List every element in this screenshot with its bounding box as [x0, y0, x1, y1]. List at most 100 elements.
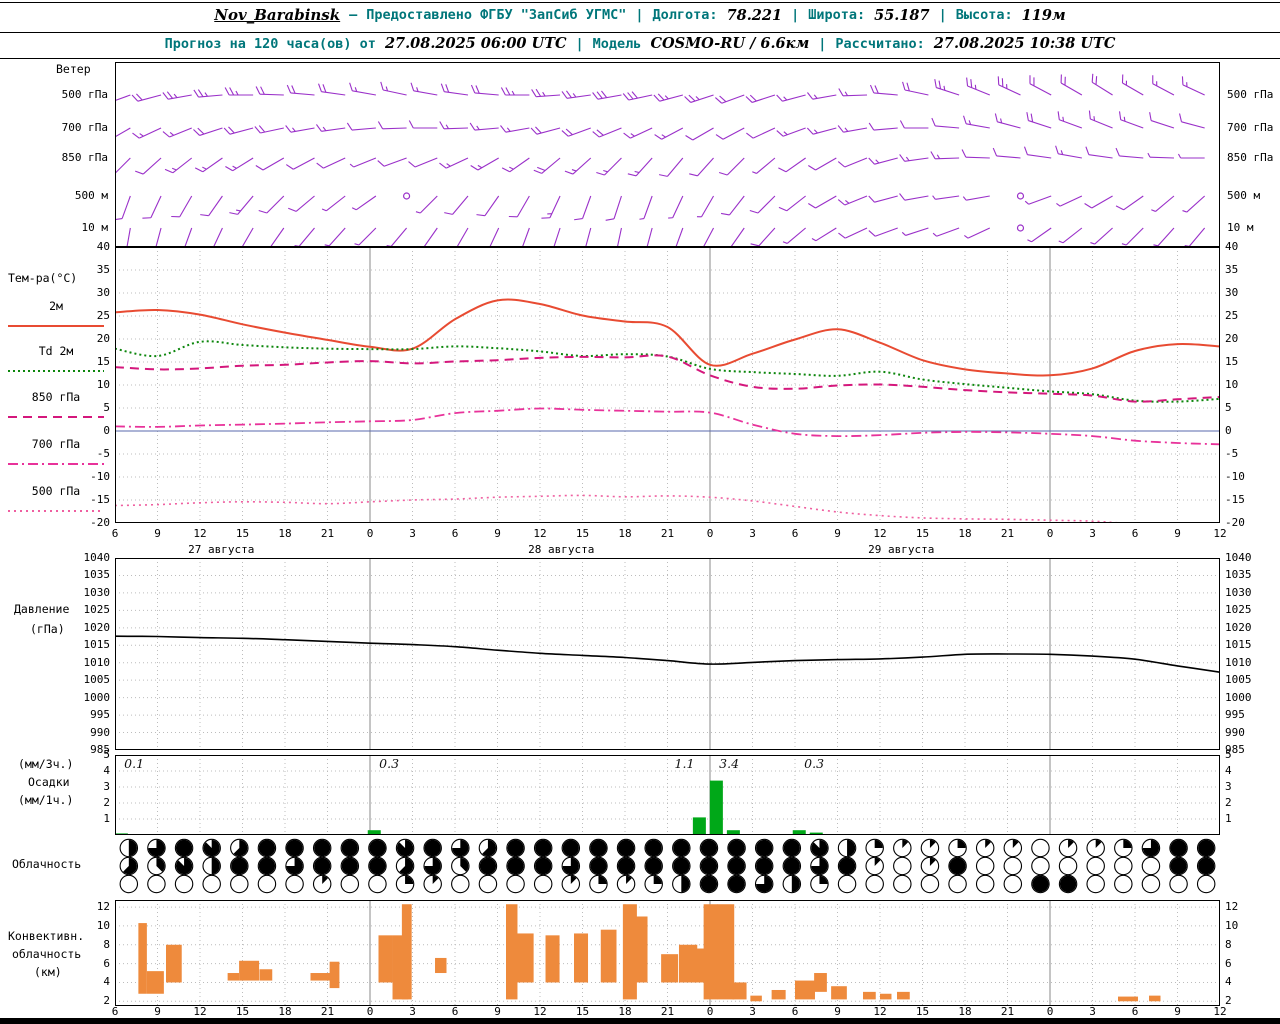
legend-label: 700 гПа: [31, 437, 81, 451]
axis-label: 6: [791, 527, 799, 540]
legend-line-sample: [8, 463, 104, 465]
axis-label: 0: [366, 1005, 374, 1018]
separator: |: [635, 7, 644, 23]
pressure-unit-label: (гПа): [30, 622, 65, 636]
axis-label: 2: [1225, 796, 1232, 809]
header-line-2: Прогноз на 120 часа(ов) от 27.08.2025 06…: [0, 35, 1280, 52]
precip-3h-label: (мм/3ч.): [18, 757, 74, 771]
axis-label: 0: [366, 527, 374, 540]
axis-label: 9: [494, 527, 501, 540]
forecast-value: 27.08.2025 06:00 UTC: [384, 35, 567, 52]
precip-1h-label: (мм/1ч.): [18, 793, 74, 807]
axis-label: 2: [103, 994, 110, 1008]
axis-label: 1015: [83, 638, 111, 652]
axis-label: 21: [320, 1005, 335, 1018]
axis-label: 27 августа: [188, 543, 255, 556]
axis-label: 10: [96, 918, 110, 932]
wind-barbs-panel: [115, 62, 1220, 247]
axis-label: 1010: [83, 655, 111, 669]
precip-label: Осадки: [28, 775, 70, 789]
axis-label: 25: [96, 309, 110, 322]
axis-label: -10: [1225, 470, 1245, 483]
axis-label: 8: [103, 937, 110, 951]
legend-label: 850 гПа: [31, 390, 81, 404]
axis-label: 12: [193, 527, 207, 540]
axis-label: 10: [1225, 378, 1239, 391]
axis-label: 21: [660, 527, 675, 540]
axis-label: 30: [96, 286, 110, 299]
axis-label: 15: [235, 1005, 250, 1018]
axis-label: 15: [915, 1005, 930, 1018]
axis-label: -20: [1225, 516, 1245, 529]
axis-label: 995: [1225, 708, 1245, 722]
axis-label: 10: [96, 378, 110, 391]
axis-label: 6: [1225, 956, 1232, 970]
axis-label: 1000: [83, 690, 111, 704]
axis-label: 1030: [1225, 585, 1252, 599]
axis-label: 995: [90, 708, 110, 722]
axis-label: 9: [1174, 1005, 1181, 1018]
axis-label: 6: [111, 527, 119, 540]
svg-text:1.1: 1.1: [675, 756, 695, 771]
axis-label: -15: [90, 493, 110, 506]
axis-label: 6: [791, 1005, 799, 1018]
altitude-value: 119м: [1021, 6, 1066, 24]
convective-label-2: облачность: [12, 947, 82, 961]
separator: |: [791, 7, 800, 23]
model-value: COSMO-RU / 6.6км: [650, 35, 810, 52]
latitude-label: Широта:: [808, 7, 866, 23]
axis-label: 15: [1225, 355, 1239, 368]
axis-label: 6: [451, 1005, 459, 1018]
axis-label: 12: [1213, 1005, 1227, 1018]
calculated-value: 27.08.2025 10:38 UTC: [933, 35, 1116, 52]
axis-label: 990: [90, 725, 110, 739]
pressure-label: Давление: [14, 602, 70, 616]
axis-label: 3: [1089, 527, 1096, 540]
legend-item: 500 гПа: [6, 484, 106, 518]
axis-label: 2: [103, 796, 110, 809]
legend-label: 500 гПа: [31, 484, 81, 498]
axis-label: 15: [575, 527, 590, 540]
convective-unit-label: (км): [34, 965, 62, 979]
axis-label: 10 м: [81, 221, 109, 234]
convective-cloud-panel: [115, 900, 1220, 1006]
axis-label: 12: [1225, 900, 1239, 914]
axis-label: 1005: [83, 673, 111, 687]
axis-label: 0: [1046, 527, 1054, 540]
header-line-1: Nov_Barabinsk — Предоставлено ФГБУ "ЗапС…: [0, 6, 1280, 24]
axis-label: 18: [958, 1005, 972, 1018]
axis-label: 3: [749, 1005, 756, 1018]
axis-label: 5: [1225, 748, 1232, 761]
axis-label: 3: [409, 527, 416, 540]
axis-label: 25: [1225, 309, 1239, 322]
axis-label: 6: [111, 1005, 119, 1018]
axis-label: 9: [154, 1005, 161, 1018]
axis-label: 0: [706, 1005, 714, 1018]
axis-label: 4: [103, 975, 110, 989]
axis-label: 9: [494, 1005, 501, 1018]
legend-line-sample: [8, 416, 104, 418]
bottom-bar: [0, 1018, 1280, 1024]
axis-label: 6: [451, 527, 459, 540]
axis-label: 4: [103, 764, 110, 777]
axis-label: 1020: [83, 620, 111, 634]
axis-label: 2: [1225, 994, 1232, 1008]
axis-label: 700 гПа: [61, 121, 108, 134]
axis-label: 500 гПа: [61, 88, 108, 101]
separator: |: [818, 35, 827, 52]
axis-label: 30: [1225, 286, 1239, 299]
axis-label: 500 м: [74, 189, 108, 202]
axis-label: 12: [1213, 527, 1227, 540]
axis-label: 20: [96, 332, 110, 345]
axis-label: 0: [1225, 424, 1232, 437]
legend-label: 2м: [49, 299, 63, 313]
axis-label: 9: [834, 527, 841, 540]
axis-label: 0: [103, 424, 110, 437]
axis-label: 1010: [1225, 655, 1252, 669]
axis-label: 18: [958, 527, 972, 540]
temperature-section-label: Тем-ра(°C): [8, 271, 78, 285]
legend-item: 700 гПа: [6, 437, 106, 471]
axis-label: 12: [533, 527, 547, 540]
station-name: Nov_Barabinsk: [214, 6, 341, 24]
